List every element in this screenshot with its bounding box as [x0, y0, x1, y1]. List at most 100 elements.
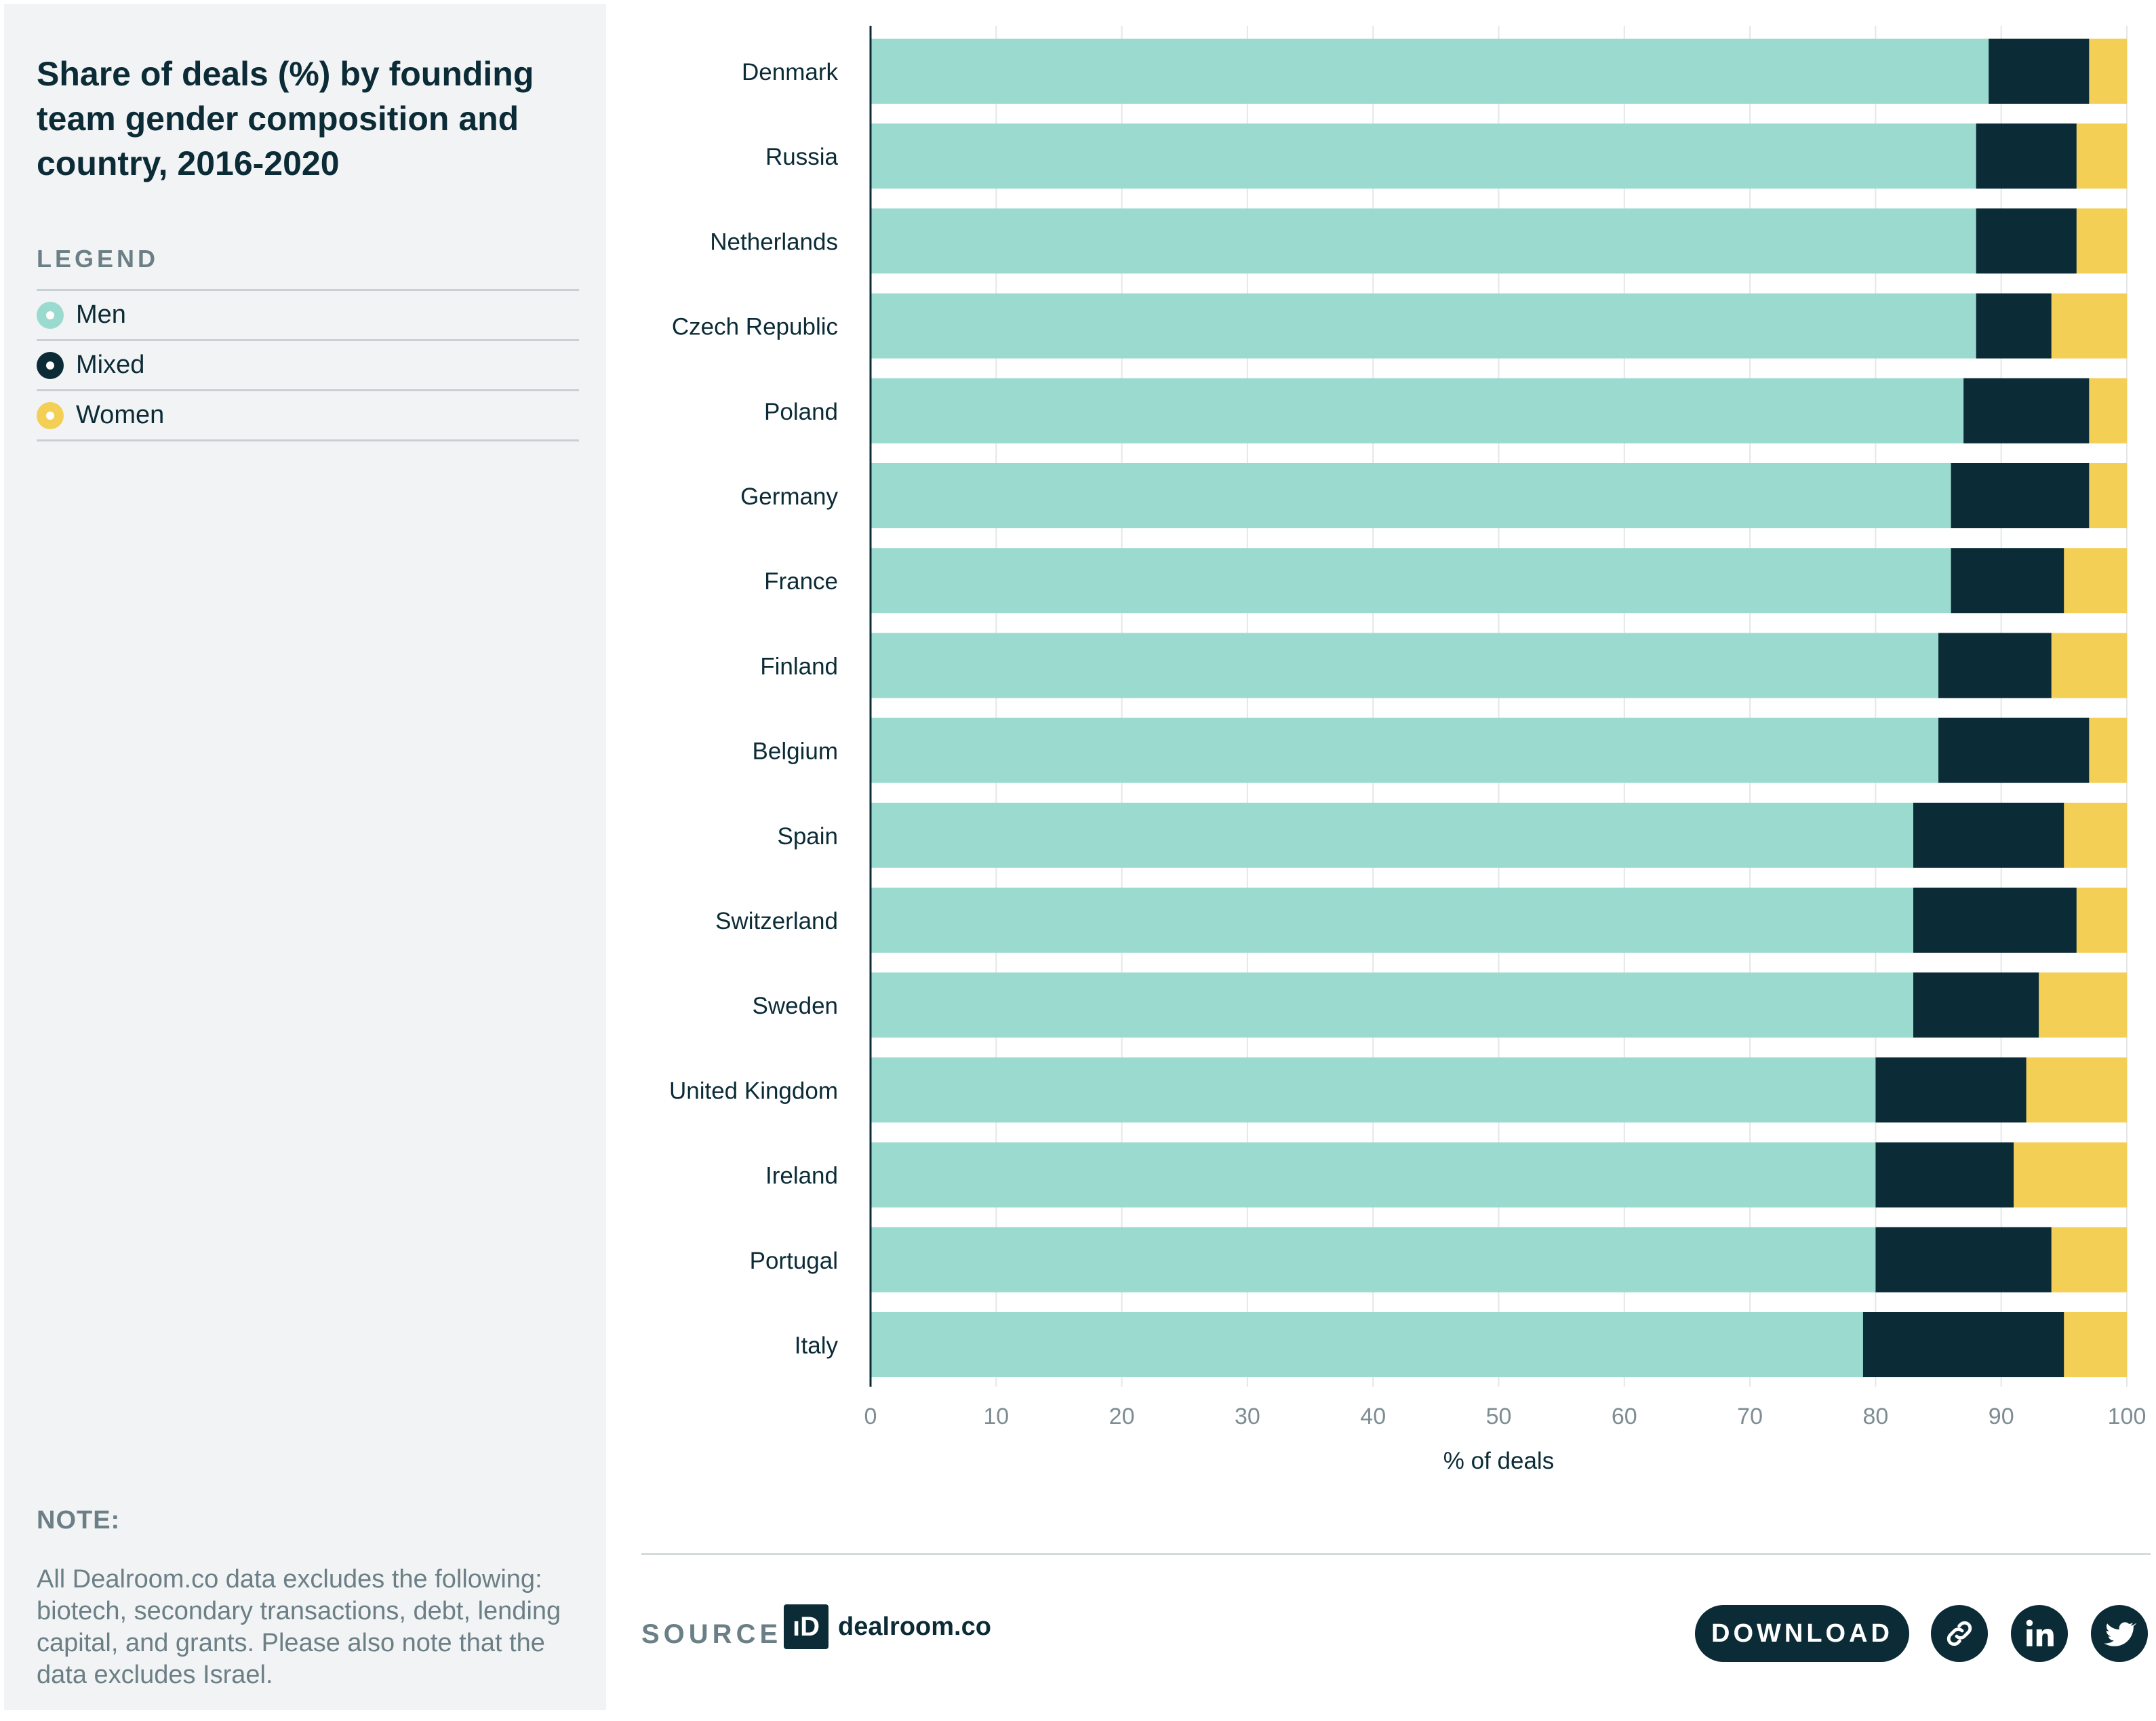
- x-tick-label: 0: [864, 1404, 877, 1429]
- x-tick-label: 40: [1360, 1404, 1386, 1429]
- category-label: Russia: [765, 144, 839, 170]
- dealroom-logo-mark: ıD: [784, 1604, 829, 1649]
- legend-label-women: Women: [76, 401, 165, 429]
- bar-segment-mixed: [1913, 802, 2064, 868]
- bar-segment-mixed: [1938, 633, 2052, 698]
- bar-segment-mixed: [1875, 1142, 2014, 1208]
- bar-segment-women: [2089, 378, 2127, 443]
- bar-segment-women: [2064, 802, 2127, 868]
- x-tick-label: 10: [983, 1404, 1009, 1429]
- x-tick-label: 100: [2108, 1404, 2147, 1429]
- bar-segment-men: [871, 208, 1976, 274]
- category-label: Portugal: [750, 1248, 838, 1274]
- dealroom-logo[interactable]: ıD dealroom.co: [784, 1604, 991, 1649]
- legend-dot-men-icon: [37, 301, 64, 329]
- legend-label-mixed: Mixed: [76, 351, 145, 379]
- twitter-icon: [2104, 1622, 2136, 1646]
- bar-segment-women: [2026, 1057, 2127, 1123]
- bar-segment-men: [871, 1057, 1876, 1123]
- category-label: Netherlands: [710, 229, 838, 255]
- legend-item-women[interactable]: Women: [37, 389, 579, 441]
- bar-segment-men: [871, 633, 1939, 698]
- bar-segment-women: [2076, 208, 2127, 274]
- bar-segment-men: [871, 888, 1913, 953]
- bar-segment-mixed: [1875, 1057, 2027, 1123]
- legend-dot-mixed-icon: [37, 351, 64, 379]
- bar-segment-mixed: [1963, 378, 2090, 443]
- bar-segment-women: [2051, 633, 2127, 698]
- chart-title: Share of deals (%) by founding team gend…: [37, 55, 534, 182]
- x-tick-label: 20: [1109, 1404, 1135, 1429]
- legend-heading: LEGEND: [37, 245, 159, 273]
- category-label: Spain: [777, 823, 838, 850]
- bar-segment-men: [871, 378, 1964, 443]
- bar-segment-women: [2051, 293, 2127, 359]
- legend-item-mixed[interactable]: Mixed: [37, 339, 579, 389]
- bar-segment-men: [871, 717, 1939, 783]
- bar-segment-women: [2076, 888, 2127, 953]
- bar-segment-men: [871, 293, 1976, 359]
- legend: Men Mixed Women: [37, 289, 579, 441]
- category-label: Italy: [795, 1332, 839, 1359]
- bar-segment-women: [2076, 123, 2127, 189]
- bar-segment-women: [2064, 1312, 2127, 1377]
- bar-segment-men: [871, 123, 1976, 189]
- bar-segment-men: [871, 972, 1913, 1038]
- bar-segment-mixed: [1862, 1312, 2064, 1377]
- bar-segment-women: [2089, 717, 2127, 783]
- x-tick-label: 30: [1235, 1404, 1260, 1429]
- link-icon: [1947, 1621, 1972, 1646]
- category-label: France: [764, 568, 838, 595]
- bar-segment-men: [871, 802, 1913, 868]
- bar-segment-women: [2014, 1142, 2127, 1208]
- bar-segment-women: [2039, 972, 2127, 1038]
- legend-dot-women-icon: [37, 401, 64, 429]
- bar-segment-mixed: [1976, 293, 2052, 359]
- x-tick-label: 50: [1486, 1404, 1512, 1429]
- category-label: Czech Republic: [672, 314, 838, 340]
- legend-item-men[interactable]: Men: [37, 289, 579, 339]
- bar-segment-women: [2064, 548, 2127, 614]
- category-label: Germany: [740, 483, 838, 510]
- twitter-share-button[interactable]: [2091, 1605, 2148, 1662]
- bar-segment-mixed: [1938, 717, 2090, 783]
- bar-segment-men: [871, 1227, 1876, 1292]
- bar-segment-men: [871, 1142, 1876, 1208]
- bar-segment-mixed: [1875, 1227, 2052, 1292]
- bar-segment-women: [2051, 1227, 2127, 1292]
- bar-segment-mixed: [1976, 123, 2077, 189]
- bar-segment-mixed: [1951, 463, 2090, 528]
- bar-segment-men: [871, 39, 1989, 104]
- bar-segment-women: [2089, 39, 2127, 104]
- bar-segment-women: [2089, 463, 2127, 528]
- category-label: Sweden: [753, 993, 838, 1019]
- bar-segment-mixed: [1913, 972, 2039, 1038]
- source-label: SOURCE:: [641, 1619, 795, 1649]
- linkedin-icon: [2026, 1619, 2054, 1646]
- footer-divider: [641, 1553, 2151, 1555]
- bar-segment-mixed: [1989, 39, 2090, 104]
- bar-segment-mixed: [1976, 208, 2077, 274]
- download-button[interactable]: DOWNLOAD: [1695, 1605, 1909, 1662]
- bar-segment-men: [871, 463, 1951, 528]
- bar-segment-men: [871, 1312, 1863, 1377]
- note-heading: NOTE:: [37, 1506, 121, 1535]
- x-tick-label: 60: [1612, 1404, 1637, 1429]
- category-label: Finland: [760, 653, 838, 679]
- x-tick-label: 70: [1737, 1404, 1763, 1429]
- category-label: Belgium: [753, 738, 838, 765]
- legend-label-men: Men: [76, 300, 126, 329]
- category-label: United Kingdom: [669, 1077, 838, 1104]
- copy-link-button[interactable]: [1931, 1605, 1988, 1662]
- category-label: Switzerland: [715, 908, 838, 934]
- note-text: All Dealroom.co data excludes the follow…: [37, 1565, 561, 1689]
- category-label: Ireland: [765, 1163, 838, 1189]
- bar-segment-men: [871, 548, 1951, 614]
- x-tick-label: 80: [1862, 1404, 1888, 1429]
- x-tick-label: 90: [1989, 1404, 2014, 1429]
- bar-segment-mixed: [1913, 888, 2077, 953]
- dealroom-logo-text: dealroom.co: [838, 1612, 991, 1641]
- category-label: Poland: [764, 399, 838, 425]
- linkedin-share-button[interactable]: [2011, 1605, 2068, 1662]
- stacked-bar-chart: Denmark Russia Netherlands Czech Republic Po…: [669, 26, 2147, 1474]
